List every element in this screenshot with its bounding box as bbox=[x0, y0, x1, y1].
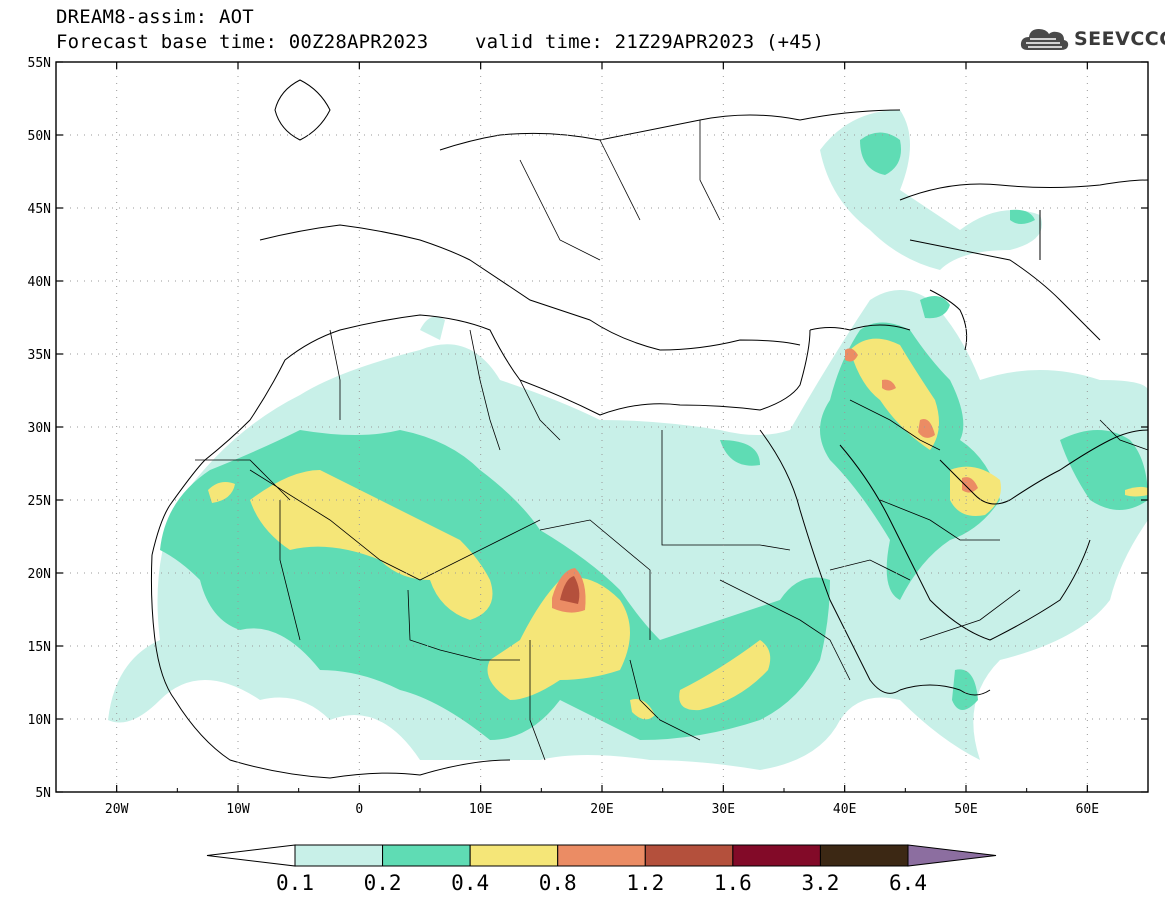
lat-tick-label: 10N bbox=[28, 713, 51, 728]
aot-field bbox=[108, 110, 1148, 770]
lon-tick-label: 40E bbox=[833, 802, 856, 817]
colorbar-upper-arrow bbox=[907, 844, 997, 867]
lon-tick-label: 20W bbox=[105, 802, 129, 817]
colorbar-label: 0.1 bbox=[276, 871, 314, 895]
colorbar-segment bbox=[469, 844, 559, 867]
lat-tick-label: 5N bbox=[35, 786, 51, 801]
colorbar-segment bbox=[557, 844, 646, 867]
lon-tick-label: 30E bbox=[712, 802, 735, 817]
base-time-label: Forecast base time: 00Z28APR2023 bbox=[56, 31, 429, 53]
forecast-time-line: Forecast base time: 00Z28APR2023 valid t… bbox=[56, 31, 824, 53]
colorbar-segment bbox=[382, 844, 471, 867]
lat-tick-label: 20N bbox=[28, 567, 51, 582]
colorbar-segment bbox=[819, 844, 909, 867]
colorbar-label: 0.8 bbox=[538, 871, 577, 895]
lat-tick-label: 40N bbox=[28, 275, 51, 290]
lon-tick-label: 0 bbox=[355, 802, 363, 817]
lat-tick-label: 15N bbox=[28, 640, 51, 655]
aot-level-0.4 bbox=[208, 338, 1148, 720]
valid-time-label: valid time: 21Z29APR2023 (+45) bbox=[475, 31, 825, 53]
lon-tick-label: 10E bbox=[469, 802, 492, 817]
colorbar bbox=[206, 844, 997, 867]
lat-tick-label: 25N bbox=[28, 494, 51, 509]
lon-tick-label: 50E bbox=[954, 802, 977, 817]
lat-tick-label: 35N bbox=[28, 348, 51, 363]
axis-tick-labels: 20W 10W 0 10E 20E 30E 40E 50E 60E 55N 50N 45N 40N 35N… bbox=[28, 56, 1100, 817]
colorbar-label: 0.2 bbox=[363, 871, 402, 895]
colorbar-label: 6.4 bbox=[889, 871, 927, 895]
lon-tick-label: 20E bbox=[590, 802, 613, 817]
seevccc-logo: SEEVCCC bbox=[1018, 24, 1165, 54]
map-title: DREAM8-assim: AOT bbox=[56, 6, 254, 28]
aot-level-1.2 bbox=[560, 576, 580, 604]
colorbar-segment bbox=[644, 844, 734, 867]
colorbar-label: 0.4 bbox=[451, 871, 490, 895]
cloud-icon bbox=[1020, 29, 1069, 50]
lat-tick-label: 55N bbox=[28, 56, 51, 71]
axis-ticks bbox=[56, 61, 1149, 793]
lon-tick-label: 60E bbox=[1076, 802, 1099, 817]
logo-text: SEEVCCC bbox=[1074, 28, 1165, 50]
colorbar-label: 1.2 bbox=[626, 871, 665, 895]
lat-tick-label: 45N bbox=[28, 202, 51, 217]
colorbar-label: 3.2 bbox=[801, 871, 840, 895]
colorbar-segment bbox=[732, 844, 821, 867]
lat-tick-label: 50N bbox=[28, 129, 51, 144]
lat-tick-label: 30N bbox=[28, 421, 51, 436]
lon-tick-label: 10W bbox=[226, 802, 250, 817]
colorbar-label: 1.6 bbox=[713, 871, 752, 895]
country-borders bbox=[195, 120, 1148, 761]
colorbar-segment bbox=[294, 844, 384, 867]
coastlines bbox=[150, 79, 1148, 779]
graticule bbox=[56, 62, 1148, 792]
colorbar-lower-arrow bbox=[206, 844, 296, 867]
